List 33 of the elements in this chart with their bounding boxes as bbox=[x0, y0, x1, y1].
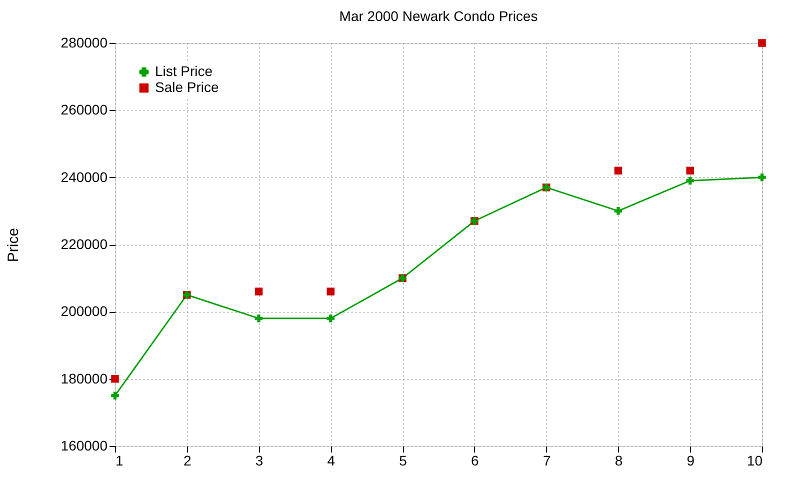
point bbox=[686, 166, 694, 174]
point bbox=[111, 374, 119, 383]
point bbox=[326, 314, 335, 322]
y-tick-label: 240000 bbox=[60, 168, 108, 185]
point bbox=[111, 392, 119, 400]
y-tick-label: 280000 bbox=[60, 34, 108, 50]
x-tick-label: 7 bbox=[542, 452, 551, 468]
y-tick-label: 220000 bbox=[60, 236, 108, 252]
point bbox=[758, 173, 766, 182]
x-tick-label: 9 bbox=[686, 452, 695, 468]
x-tick-label: 2 bbox=[183, 452, 192, 468]
x-tick-label: 1 bbox=[116, 452, 124, 468]
y-tick-label: 180000 bbox=[60, 370, 108, 386]
point bbox=[758, 39, 766, 47]
y-tick-label: 260000 bbox=[60, 102, 108, 118]
x-tick-label: 4 bbox=[327, 452, 336, 468]
point bbox=[254, 314, 263, 322]
legend-label: Sale Price bbox=[155, 79, 220, 95]
x-tick-label: 6 bbox=[471, 452, 480, 468]
point bbox=[326, 288, 335, 296]
point bbox=[254, 288, 263, 296]
y-tick-label: 200000 bbox=[60, 303, 108, 320]
x-tick-label: 5 bbox=[399, 452, 408, 468]
x-tick-label: 8 bbox=[614, 452, 623, 468]
x-tick-label: 3 bbox=[255, 452, 264, 468]
point bbox=[686, 176, 694, 185]
point bbox=[614, 207, 622, 215]
x-tick-label: 10 bbox=[746, 452, 763, 468]
chart-title: Mar 2000 Newark Condo Prices bbox=[339, 8, 538, 24]
point bbox=[614, 166, 622, 174]
legend-label: List Price bbox=[155, 63, 213, 79]
y-axis-title: Price bbox=[4, 228, 22, 262]
y-tick-label: 160000 bbox=[60, 438, 108, 454]
